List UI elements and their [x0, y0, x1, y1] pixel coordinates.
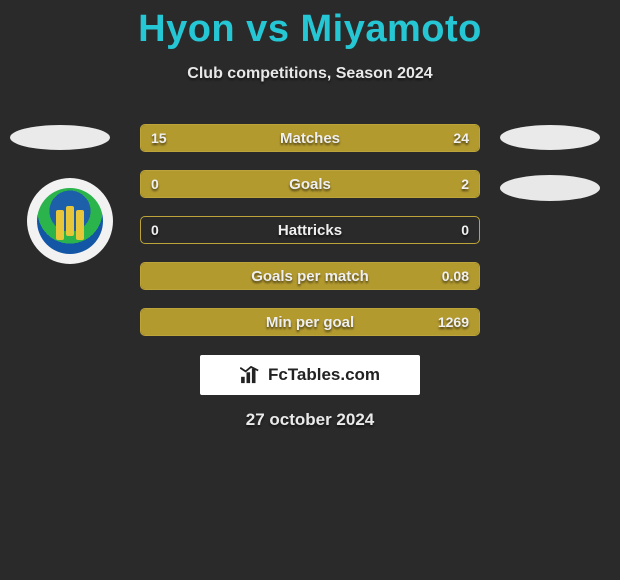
stat-label: Goals — [141, 176, 479, 193]
player-right-badge — [500, 125, 600, 150]
page-title: Hyon vs Miyamoto — [0, 0, 620, 51]
stat-value-right: 24 — [453, 130, 469, 146]
stat-row: 0Hattricks0 — [140, 216, 480, 244]
stat-label: Goals per match — [141, 268, 479, 285]
date-line: 27 october 2024 — [0, 410, 620, 430]
branding-text: FcTables.com — [268, 365, 380, 385]
stat-row: Min per goal1269 — [140, 308, 480, 336]
stat-value-right: 0 — [461, 222, 469, 238]
stats-panel: 15Matches240Goals20Hattricks0Goals per m… — [140, 124, 480, 354]
team-logo-left — [27, 178, 113, 264]
team-crest-icon — [37, 188, 103, 254]
stat-row: 15Matches24 — [140, 124, 480, 152]
subtitle: Club competitions, Season 2024 — [0, 65, 620, 83]
team-logo-right — [500, 175, 600, 201]
stat-value-right: 2 — [461, 176, 469, 192]
stat-value-right: 0.08 — [442, 268, 469, 284]
branding-badge[interactable]: FcTables.com — [200, 355, 420, 395]
stat-label: Hattricks — [141, 222, 479, 239]
stat-value-right: 1269 — [438, 314, 469, 330]
player-left-badge — [10, 125, 110, 150]
bar-chart-icon — [240, 366, 262, 384]
stat-row: Goals per match0.08 — [140, 262, 480, 290]
stat-row: 0Goals2 — [140, 170, 480, 198]
stat-label: Min per goal — [141, 314, 479, 331]
stat-label: Matches — [141, 130, 479, 147]
